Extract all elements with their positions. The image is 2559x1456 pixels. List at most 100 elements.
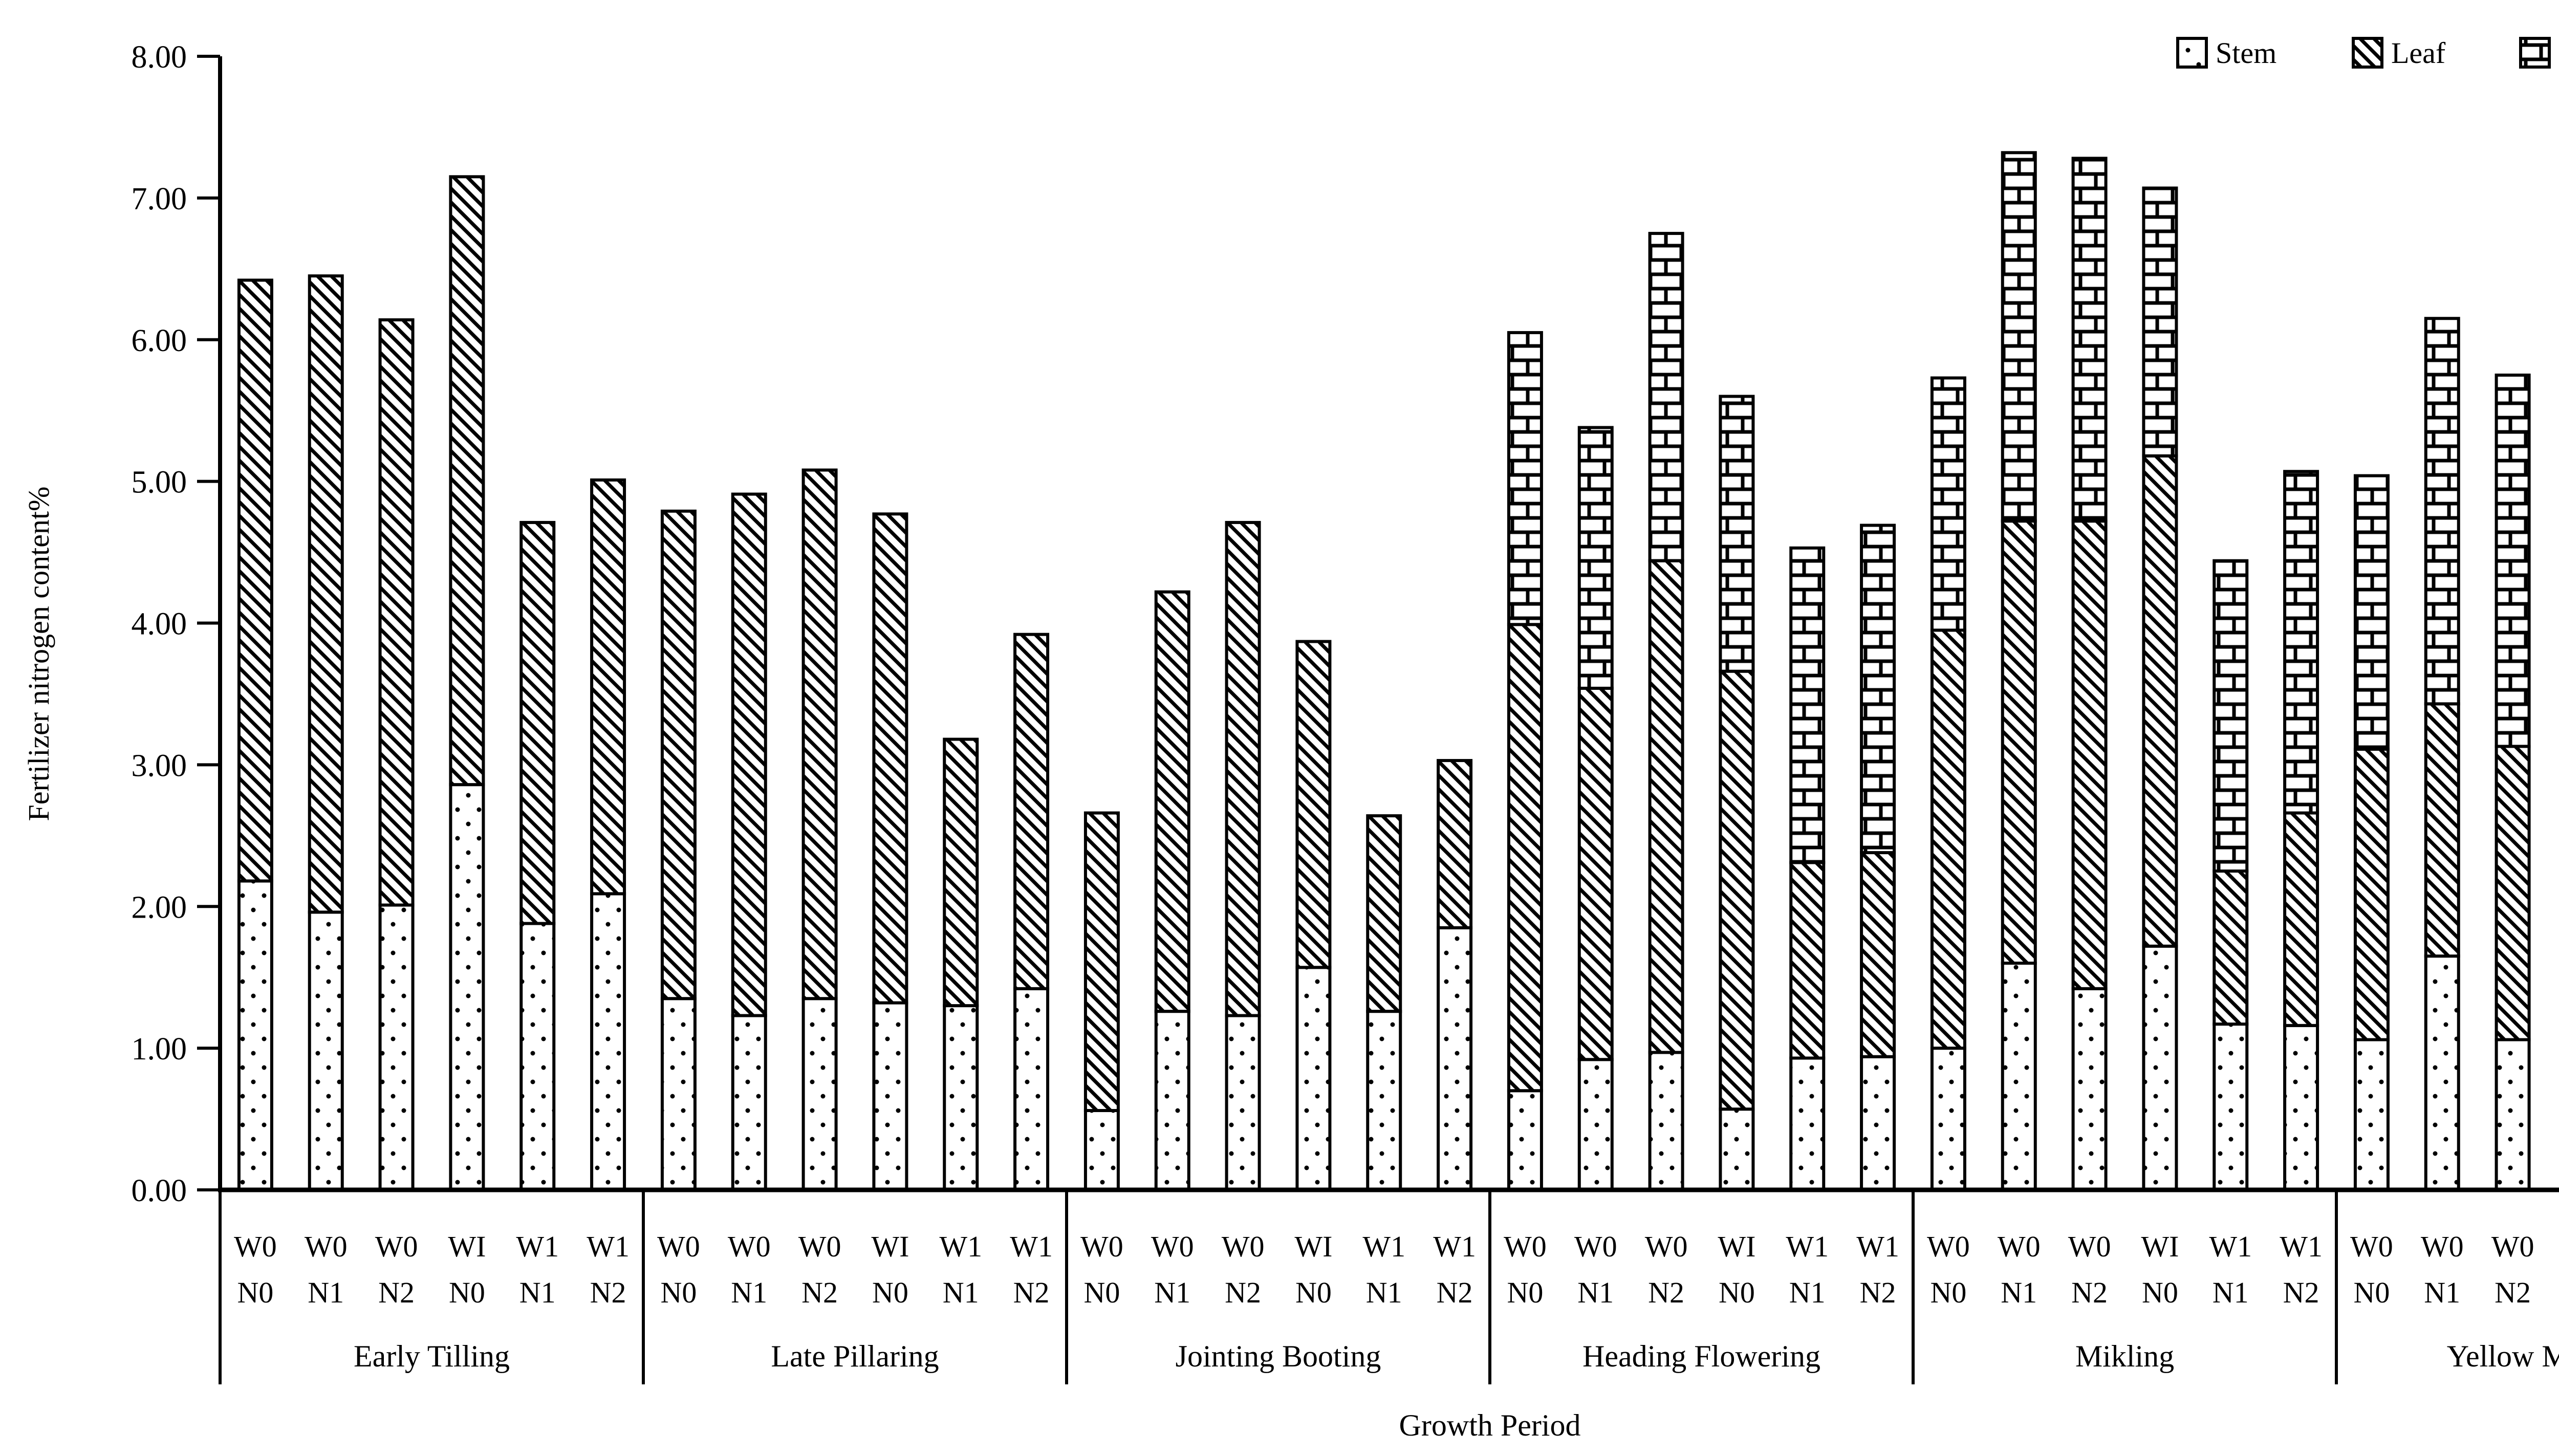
x-tick-label-nitrogen: N1	[2424, 1276, 2460, 1309]
legend-swatch-stem-dotted-white	[2176, 37, 2208, 69]
bar-segment-leaf	[660, 509, 697, 1001]
x-tick-label-nitrogen: N1	[731, 1276, 767, 1309]
bar-segment-leaf	[2283, 811, 2319, 1027]
bar-segment-stem	[1225, 1014, 1261, 1191]
bar-segment-grain	[2001, 151, 2037, 523]
bar-segment-stem	[1860, 1055, 1896, 1192]
bar-segment-grain	[2071, 157, 2108, 523]
x-tick-label-water: W0	[728, 1230, 771, 1263]
bar-segment-leaf	[237, 278, 273, 883]
bar-segment-stem	[2283, 1024, 2319, 1191]
x-tick-label-water: W0	[1574, 1230, 1617, 1263]
bar-segment-grain	[1577, 426, 1614, 690]
x-tick-label-nitrogen: N2	[1860, 1276, 1896, 1309]
x-tick-label-nitrogen: N0	[1083, 1276, 1120, 1309]
bar-segment-stem	[2001, 962, 2037, 1191]
x-tick-label-water: W0	[2350, 1230, 2393, 1263]
bar-segment-stem	[943, 1004, 979, 1191]
x-tick-label-nitrogen: N2	[1225, 1276, 1261, 1309]
x-tick-label-water: WI	[871, 1230, 909, 1263]
bar-segment-leaf	[1789, 861, 1826, 1060]
x-tick-label-water: W1	[2209, 1230, 2252, 1263]
bar-segment-leaf	[1860, 851, 1896, 1058]
bar-segment-leaf	[1719, 669, 1755, 1111]
bar-segment-stem	[1789, 1056, 1826, 1192]
x-tick-label-nitrogen: N2	[2283, 1276, 2319, 1309]
x-tick-label-water: W0	[798, 1230, 841, 1263]
x-axis-title: Growth Period	[1399, 1408, 1581, 1442]
bar-segment-leaf	[872, 512, 908, 1005]
bar-segment-leaf	[2353, 747, 2390, 1041]
x-tick-label-water: W0	[1080, 1230, 1123, 1263]
legend-label-leaf: Leaf	[2391, 36, 2446, 70]
group-label: Heading Flowering	[1582, 1339, 1820, 1373]
x-tick-label-nitrogen: N0	[1507, 1276, 1543, 1309]
x-tick-label-water: W0	[2421, 1230, 2464, 1263]
x-tick-label-nitrogen: N2	[2495, 1276, 2531, 1309]
x-tick-label-nitrogen: N1	[1577, 1276, 1614, 1309]
bar-segment-grain	[2353, 474, 2390, 751]
legend-swatch-leaf-diagonal-hatch	[2352, 37, 2383, 69]
x-tick-label-nitrogen: N1	[1789, 1276, 1826, 1309]
x-tick-label-nitrogen: N1	[1154, 1276, 1190, 1309]
bar-segment-stem	[2142, 944, 2178, 1192]
bar-segment-leaf	[1366, 814, 1402, 1013]
x-tick-label-nitrogen: N0	[449, 1276, 485, 1309]
bar-segment-stem	[731, 1014, 767, 1191]
x-tick-label-nitrogen: N2	[1648, 1276, 1684, 1309]
bar-segment-leaf	[378, 318, 415, 907]
x-tick-label-water: W1	[1856, 1230, 1899, 1263]
bar-segment-stem	[2213, 1023, 2249, 1192]
bar-segment-stem	[1295, 966, 1332, 1192]
y-tick-label: 5.00	[132, 465, 187, 500]
bar-segment-stem	[1083, 1109, 1120, 1191]
x-tick-label-water: WI	[2141, 1230, 2179, 1263]
bar-segment-stem	[1930, 1047, 1966, 1191]
x-tick-label-nitrogen: N1	[2213, 1276, 2249, 1309]
x-tick-label-water: W0	[2491, 1230, 2534, 1263]
x-tick-label-nitrogen: N0	[1719, 1276, 1755, 1309]
bar-segment-leaf	[943, 737, 979, 1008]
x-tick-label-nitrogen: N0	[2142, 1276, 2178, 1309]
x-tick-label-water: W1	[1362, 1230, 1405, 1263]
y-tick-label: 0.00	[132, 1174, 187, 1208]
y-tick-label: 6.00	[132, 323, 187, 358]
chart-root: 0.00 1.00 2.00 3.00 4.00 5.00 6.00 7.00 8.00 Fert…	[22, 36, 2559, 1442]
bar-segment-stem	[1507, 1089, 1543, 1191]
x-tick-label-nitrogen: N0	[1295, 1276, 1332, 1309]
x-tick-label-nitrogen: N2	[801, 1276, 838, 1309]
bar-segment-leaf	[801, 468, 838, 1001]
y-tick-label: 1.00	[132, 1032, 187, 1067]
y-tick-label: 4.00	[132, 607, 187, 642]
bar-segment-stem	[2495, 1038, 2531, 1191]
bar-segment-leaf	[1013, 633, 1050, 990]
x-tick-label-water: W0	[1504, 1230, 1547, 1263]
bar-segment-stem	[449, 783, 485, 1191]
group-label: Mikling	[2075, 1339, 2174, 1373]
x-tick-label-water: W1	[1433, 1230, 1476, 1263]
x-tick-label-water: WI	[1294, 1230, 1332, 1263]
bar-segment-stem	[1437, 926, 1473, 1191]
bar-segment-stem	[590, 892, 626, 1192]
x-tick-label-water: W1	[1786, 1230, 1829, 1263]
x-tick-label-nitrogen: N1	[1366, 1276, 1402, 1309]
x-tick-label-nitrogen: N2	[590, 1276, 626, 1309]
bar-segment-stem	[1648, 1051, 1684, 1191]
bar-segment-stem	[1013, 987, 1050, 1192]
x-tick-label-nitrogen: N2	[378, 1276, 415, 1309]
bar-segment-leaf	[2071, 519, 2108, 990]
x-tick-label-nitrogen: N1	[2001, 1276, 2037, 1309]
bar-segment-leaf	[590, 478, 626, 896]
bar-segment-leaf	[449, 175, 485, 787]
x-tick-label-water: WI	[448, 1230, 486, 1263]
bar-segment-leaf	[519, 520, 556, 925]
bar-segment-leaf	[2495, 745, 2531, 1041]
bar-segment-grain	[1930, 376, 1966, 632]
bar-segment-grain	[1507, 331, 1543, 626]
legend-swatch-grain-brick	[2519, 37, 2551, 69]
bar-segment-grain	[1719, 395, 1755, 673]
bar-segment-grain	[2283, 470, 2319, 815]
